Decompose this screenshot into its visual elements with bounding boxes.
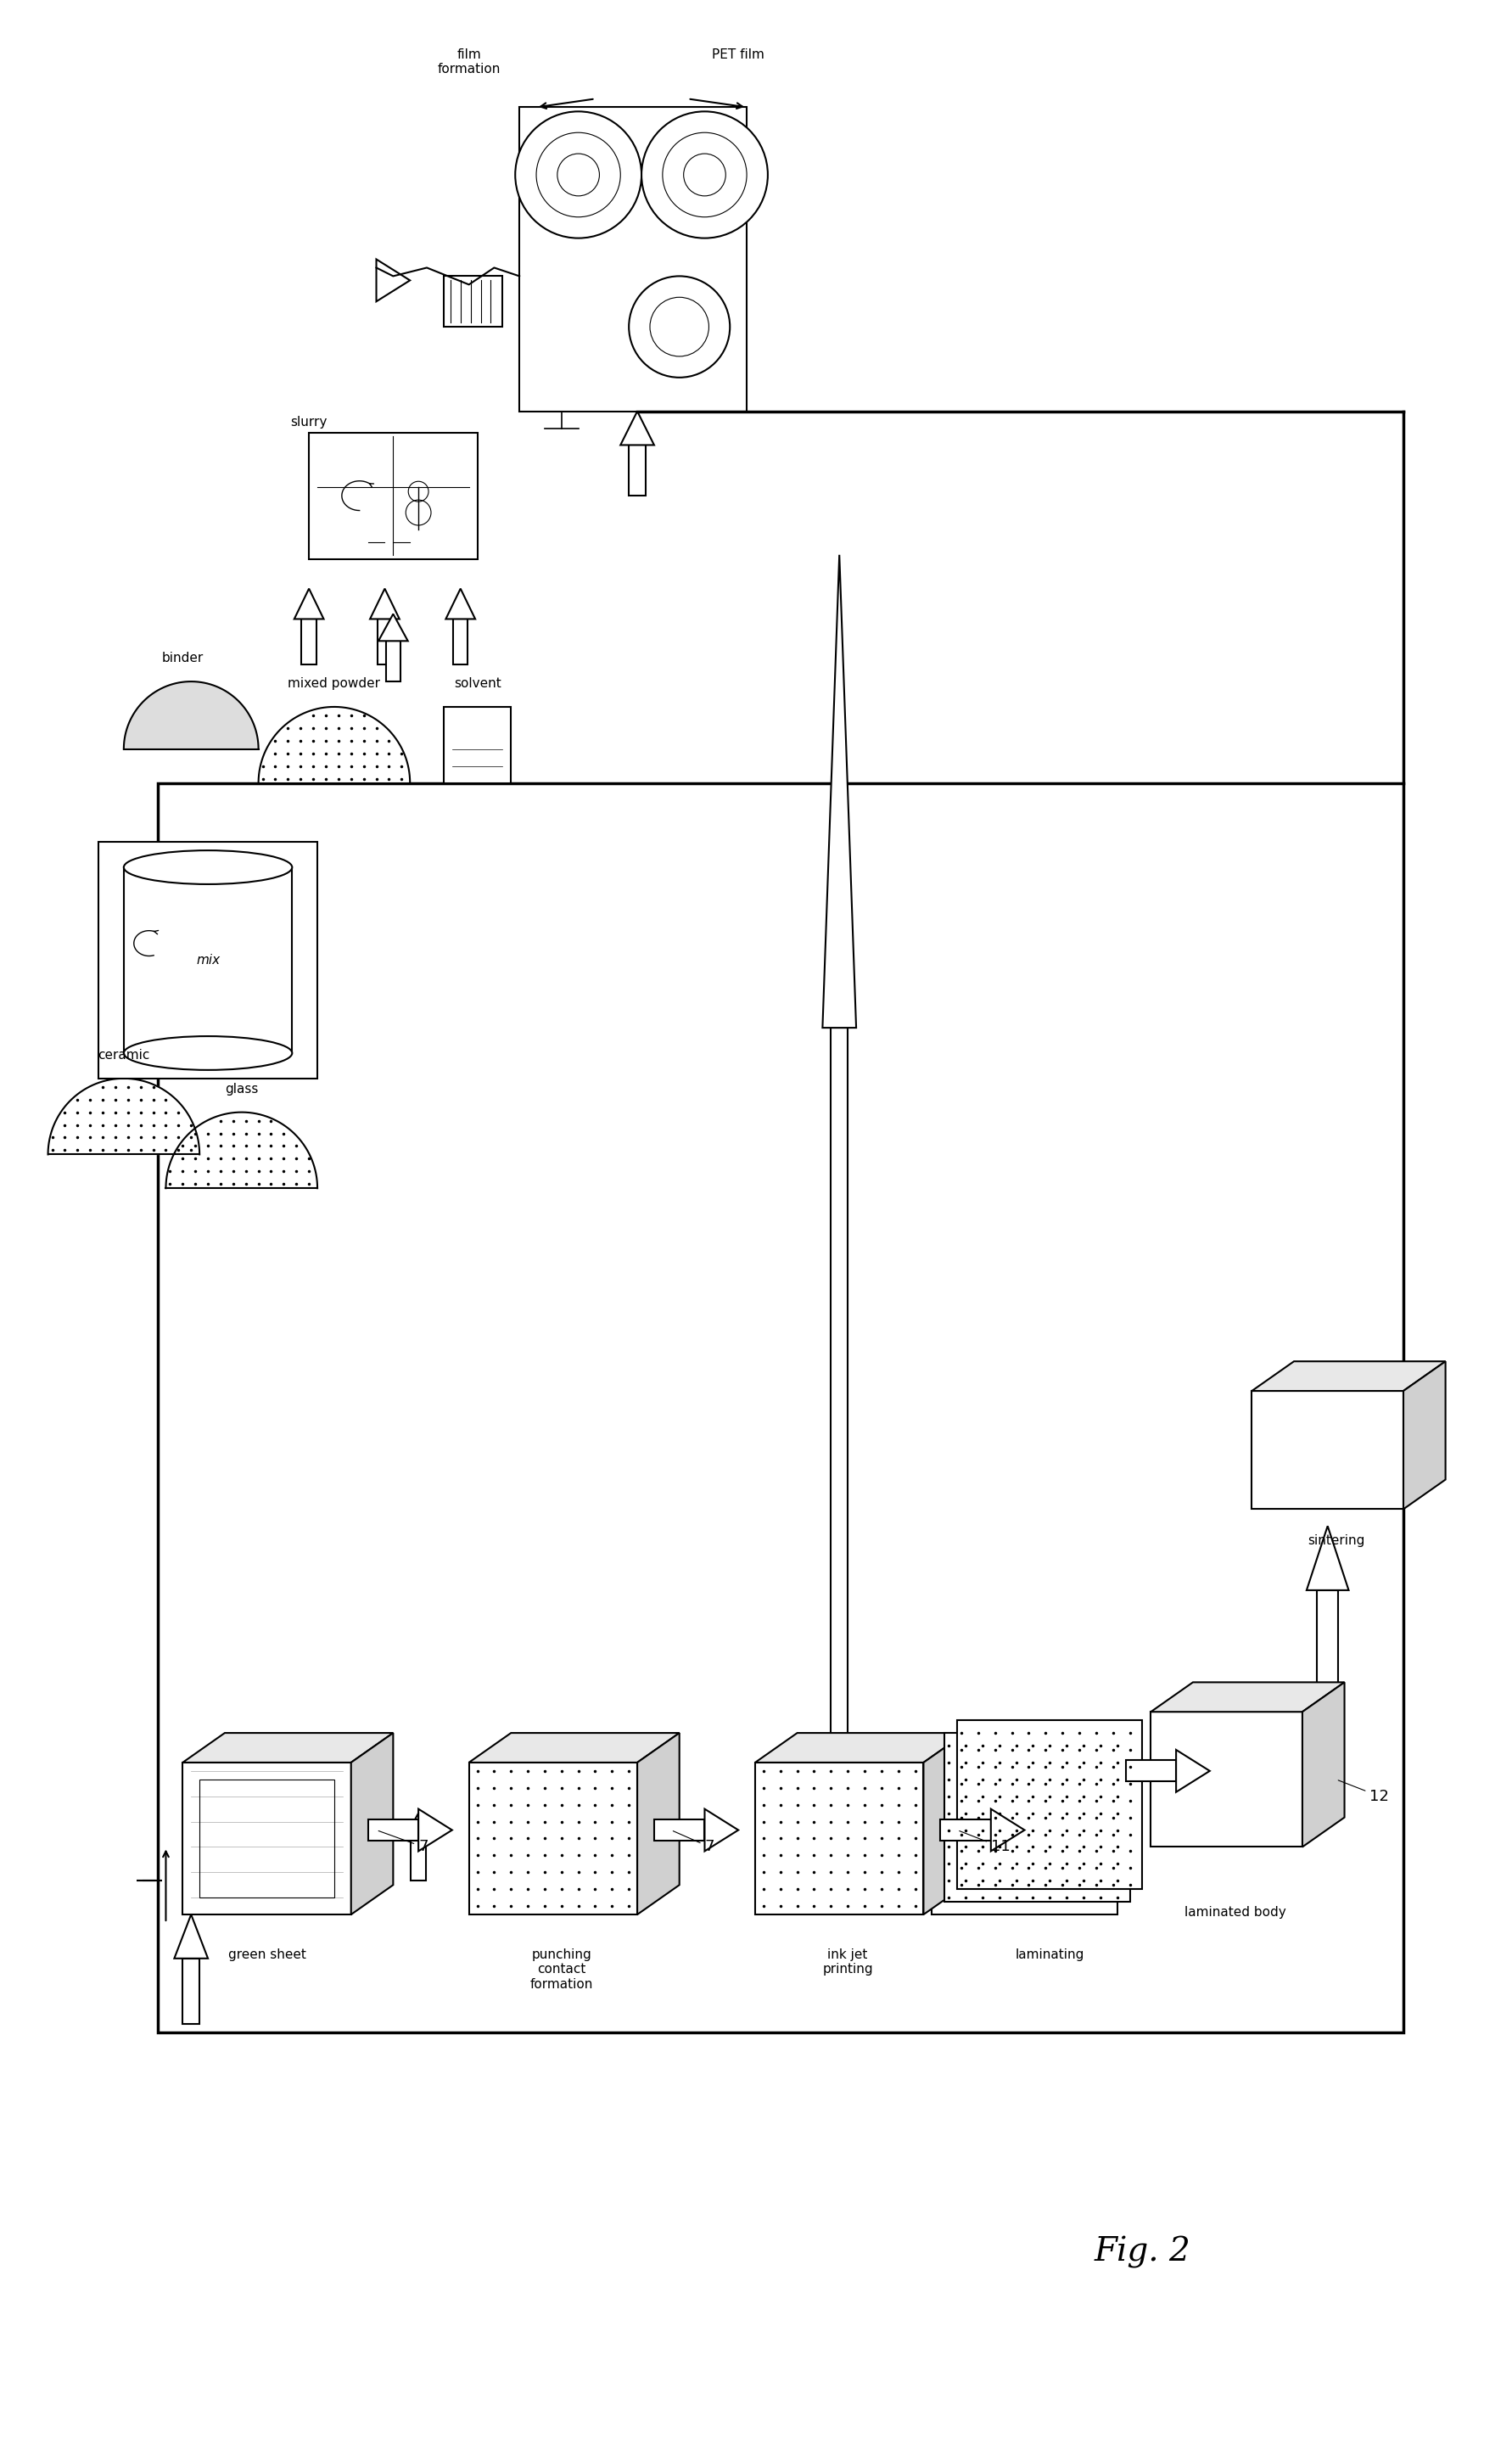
Text: sintering: sintering bbox=[1308, 1535, 1365, 1547]
Bar bbox=[308, 433, 478, 560]
Polygon shape bbox=[931, 1745, 1117, 1914]
Polygon shape bbox=[655, 1818, 705, 1840]
Polygon shape bbox=[1252, 1361, 1445, 1391]
Polygon shape bbox=[637, 1733, 679, 1914]
Polygon shape bbox=[1125, 1760, 1176, 1782]
Polygon shape bbox=[183, 1762, 351, 1914]
Text: mix: mix bbox=[197, 953, 219, 965]
Polygon shape bbox=[446, 589, 475, 618]
Polygon shape bbox=[378, 613, 408, 640]
Ellipse shape bbox=[124, 851, 292, 885]
Polygon shape bbox=[957, 1721, 1143, 1889]
Text: glass: glass bbox=[225, 1083, 259, 1095]
Polygon shape bbox=[1306, 1525, 1349, 1591]
Polygon shape bbox=[1252, 1391, 1403, 1508]
Text: slurry: slurry bbox=[290, 415, 328, 428]
Polygon shape bbox=[367, 1818, 419, 1840]
Bar bbox=[443, 276, 502, 327]
Text: green sheet: green sheet bbox=[228, 1948, 305, 1960]
Polygon shape bbox=[469, 1733, 679, 1762]
Polygon shape bbox=[218, 1002, 248, 1026]
Text: 11: 11 bbox=[960, 1831, 1010, 1855]
Text: punching
contact
formation: punching contact formation bbox=[531, 1948, 593, 1989]
Polygon shape bbox=[386, 640, 401, 682]
Circle shape bbox=[516, 112, 641, 237]
Polygon shape bbox=[832, 1029, 848, 1738]
Polygon shape bbox=[259, 706, 410, 782]
Text: ceramic: ceramic bbox=[98, 1048, 150, 1061]
Polygon shape bbox=[183, 1958, 200, 2024]
Circle shape bbox=[641, 112, 768, 237]
Polygon shape bbox=[150, 1026, 165, 1061]
Text: mixed powder: mixed powder bbox=[287, 677, 381, 689]
Ellipse shape bbox=[124, 1036, 292, 1070]
Text: ink jet
printing: ink jet printing bbox=[823, 1948, 872, 1975]
Text: 7: 7 bbox=[673, 1831, 714, 1855]
Text: 7: 7 bbox=[378, 1831, 428, 1855]
Polygon shape bbox=[183, 1733, 393, 1762]
Polygon shape bbox=[166, 1112, 318, 1188]
Polygon shape bbox=[620, 411, 655, 445]
Polygon shape bbox=[174, 1914, 209, 1958]
Polygon shape bbox=[940, 1818, 990, 1840]
Polygon shape bbox=[124, 682, 259, 748]
Polygon shape bbox=[295, 589, 324, 618]
Polygon shape bbox=[225, 1026, 240, 1061]
Bar bbox=[157, 782, 1403, 2033]
Polygon shape bbox=[705, 1809, 738, 1850]
Bar bbox=[98, 843, 318, 1078]
Polygon shape bbox=[411, 1840, 426, 1882]
Polygon shape bbox=[351, 1733, 393, 1914]
Polygon shape bbox=[48, 1078, 200, 1154]
Polygon shape bbox=[370, 589, 399, 618]
Polygon shape bbox=[924, 1733, 966, 1914]
Bar bbox=[124, 868, 292, 1053]
Polygon shape bbox=[419, 1809, 452, 1850]
Text: 12: 12 bbox=[1338, 1779, 1390, 1804]
Polygon shape bbox=[990, 1809, 1025, 1850]
Text: laminating: laminating bbox=[1015, 1948, 1084, 1960]
Text: binder: binder bbox=[162, 653, 204, 665]
Polygon shape bbox=[454, 618, 467, 665]
Text: film
formation: film formation bbox=[437, 49, 500, 76]
Polygon shape bbox=[1403, 1361, 1445, 1508]
Bar bbox=[200, 1779, 334, 1897]
Polygon shape bbox=[376, 259, 410, 301]
Bar bbox=[520, 108, 747, 411]
Polygon shape bbox=[1302, 1681, 1344, 1848]
Polygon shape bbox=[469, 1762, 637, 1914]
Polygon shape bbox=[945, 1733, 1129, 1901]
Polygon shape bbox=[1317, 1591, 1338, 1686]
Polygon shape bbox=[1176, 1750, 1210, 1791]
Text: laminated body: laminated body bbox=[1184, 1906, 1285, 1919]
Polygon shape bbox=[754, 1733, 966, 1762]
Text: solvent: solvent bbox=[454, 677, 500, 689]
Text: PET film: PET film bbox=[712, 49, 765, 61]
Polygon shape bbox=[142, 1002, 172, 1026]
Polygon shape bbox=[1151, 1711, 1302, 1848]
Polygon shape bbox=[301, 618, 316, 665]
Polygon shape bbox=[823, 555, 856, 1029]
Polygon shape bbox=[1151, 1681, 1344, 1711]
Circle shape bbox=[629, 276, 730, 376]
Polygon shape bbox=[404, 1813, 432, 1840]
Polygon shape bbox=[629, 445, 646, 496]
Text: Fig. 2: Fig. 2 bbox=[1095, 2236, 1190, 2268]
Polygon shape bbox=[378, 618, 392, 665]
Bar bbox=[443, 706, 511, 782]
Polygon shape bbox=[754, 1762, 924, 1914]
